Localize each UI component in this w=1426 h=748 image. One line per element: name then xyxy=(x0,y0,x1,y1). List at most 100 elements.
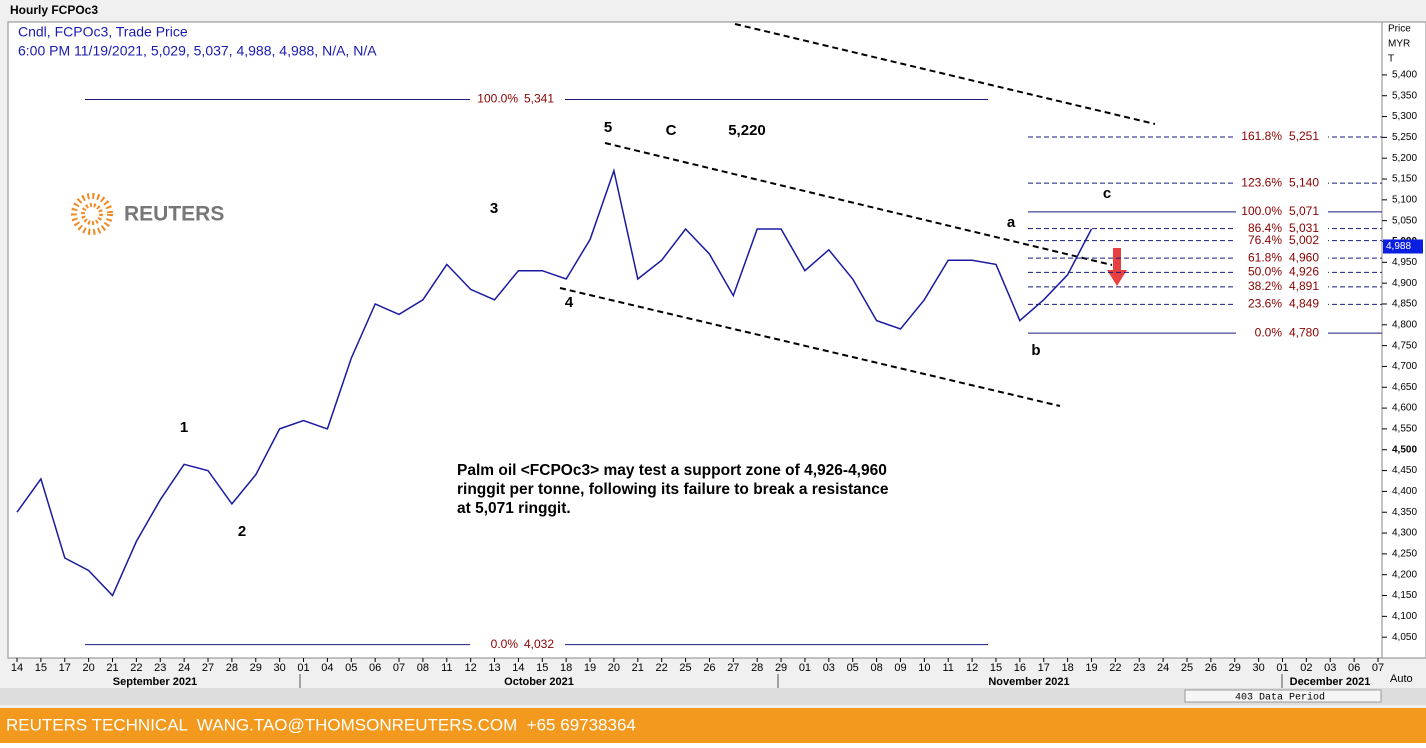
y-tick-label: 5,350 xyxy=(1392,90,1417,101)
fib-price: 5,071 xyxy=(1289,204,1319,218)
footer: REUTERS TECHNICAL WANG.TAO@THOMSONREUTER… xyxy=(6,715,636,734)
footer-bar xyxy=(0,708,1426,743)
fib-label-bg xyxy=(1236,129,1328,144)
window-title: Hourly FCPOc3 xyxy=(10,3,98,17)
auto[interactable]: Auto xyxy=(1390,673,1413,685)
fib-label-bg xyxy=(1236,233,1328,248)
fib-price: 5,341 xyxy=(524,92,554,106)
x-tick-label: 19 xyxy=(1085,662,1097,674)
x-tick-label: 02 xyxy=(1300,662,1312,674)
x-tick-label: 06 xyxy=(369,662,381,674)
x-tick-label: 15 xyxy=(990,662,1002,674)
x-tick-label: 06 xyxy=(1348,662,1360,674)
legend-line: Cndl, FCPOc3, Trade Price xyxy=(18,24,188,40)
x-tick-label: 03 xyxy=(1324,662,1336,674)
x-tick-label: 21 xyxy=(632,662,644,674)
fib-pct: 23.6% xyxy=(1248,297,1282,311)
x-tick-label: 28 xyxy=(751,662,763,674)
y-tick-label: 4,650 xyxy=(1392,382,1417,393)
x-tick-label: 07 xyxy=(393,662,405,674)
x-tick-label: 01 xyxy=(1276,662,1288,674)
y-tick-label: 4,750 xyxy=(1392,340,1417,351)
x-tick-label: 24 xyxy=(178,662,190,674)
y-tick-label: 4,350 xyxy=(1392,507,1417,518)
period-box xyxy=(1184,689,1382,703)
wave-label: 2 xyxy=(238,523,246,540)
x-tick-label: 04 xyxy=(321,662,333,674)
wave-label: C xyxy=(666,122,677,139)
fib-label-bg xyxy=(1236,279,1328,294)
wave-label: 3 xyxy=(490,200,498,217)
fib-pct: 76.4% xyxy=(1248,233,1282,247)
x-tick-label: 01 xyxy=(799,662,811,674)
x-tick-label: 01 xyxy=(297,662,309,674)
month-label: November 2021 xyxy=(988,676,1069,688)
month-label: September 2021 xyxy=(113,676,197,688)
scrollbar xyxy=(0,688,1426,705)
down-arrow xyxy=(1107,248,1127,286)
fib-label-bg xyxy=(1236,297,1328,312)
y-tick-label: 5,300 xyxy=(1392,111,1417,122)
annotation: at 5,071 ringgit. xyxy=(457,500,571,517)
wave-label: 5 xyxy=(604,119,612,136)
wave-label: 1 xyxy=(180,419,188,436)
fib-label-bg xyxy=(1236,251,1328,266)
price-line xyxy=(16,167,1093,597)
x-tick-label: 22 xyxy=(1109,662,1121,674)
fib-label-bg xyxy=(1236,326,1328,341)
fib-pct: 86.4% xyxy=(1248,221,1282,235)
x-tick-label: 24 xyxy=(1157,662,1169,674)
y-tick-label: 4,900 xyxy=(1392,278,1417,289)
fib-pct: 61.8% xyxy=(1248,250,1282,264)
fib-price: 4,926 xyxy=(1289,264,1319,278)
wave-label: a xyxy=(1007,214,1016,231)
last-price: 4,988 xyxy=(1386,241,1411,252)
x-tick-label: 29 xyxy=(775,662,787,674)
y-tick-label: 4,700 xyxy=(1392,361,1417,372)
x-tick-label: 30 xyxy=(1252,662,1264,674)
legend-values: 6:00 PM 11/19/2021, 5,029, 5,037, 4,988,… xyxy=(18,43,377,59)
y-tick-label: 4,200 xyxy=(1392,569,1417,580)
logo-text: REUTERS xyxy=(124,203,224,226)
y-tick-label: 5,200 xyxy=(1392,153,1417,164)
x-tick-label: 18 xyxy=(560,662,572,674)
x-tick-label: 26 xyxy=(1205,662,1217,674)
fib-label-bg xyxy=(1236,204,1328,219)
plot-area xyxy=(7,21,1383,659)
fib-price: 4,960 xyxy=(1289,250,1319,264)
fib-pct: 161.8% xyxy=(1241,129,1282,143)
x-tick-label: 14 xyxy=(11,662,23,674)
y-tick-label: 4,250 xyxy=(1392,549,1417,560)
logo: REUTERS xyxy=(71,193,224,235)
x-tick-label: 08 xyxy=(417,662,429,674)
fib-price: 5,251 xyxy=(1289,129,1319,143)
fib-pct: 38.2% xyxy=(1248,279,1282,293)
wave-label: b xyxy=(1031,342,1040,359)
y-tick-label: 5,250 xyxy=(1392,132,1417,143)
x-tick-label: 03 xyxy=(823,662,835,674)
fib-price: 4,780 xyxy=(1289,325,1319,339)
x-tick-label: 25 xyxy=(1181,662,1193,674)
fib-pct: 0.0% xyxy=(491,637,519,651)
x-tick-label: 26 xyxy=(703,662,715,674)
x-tick-label: 13 xyxy=(488,662,500,674)
y-tick-label: 4,300 xyxy=(1392,528,1417,539)
y-tick-label: 4,500 xyxy=(1392,444,1417,455)
x-tick-label: 19 xyxy=(584,662,596,674)
fib-pct: 123.6% xyxy=(1241,175,1282,189)
x-tick-label: 20 xyxy=(83,662,95,674)
fib-pct: 50.0% xyxy=(1248,264,1282,278)
x-tick-label: 14 xyxy=(512,662,524,674)
x-tick-label: 20 xyxy=(608,662,620,674)
fib-price: 5,031 xyxy=(1289,221,1319,235)
y-tick-label: 5,050 xyxy=(1392,215,1417,226)
x-tick-label: 10 xyxy=(918,662,930,674)
month-label: October 2021 xyxy=(504,676,574,688)
fib-price: 4,032 xyxy=(524,637,554,651)
wave-label: 5,220 xyxy=(728,122,766,139)
y-tick-label: 4,600 xyxy=(1392,403,1417,414)
x-tick-label: 11 xyxy=(942,662,953,674)
y-tick-label: 4,100 xyxy=(1392,611,1417,622)
